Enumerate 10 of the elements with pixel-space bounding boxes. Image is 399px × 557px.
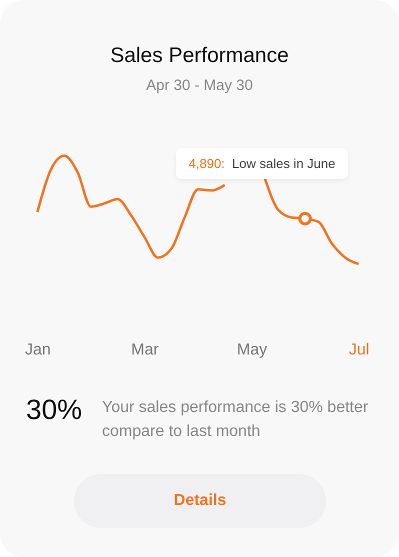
text: Your sales performance is 30% better compare to last month	[102, 398, 370, 442]
chart-subtitle: Apr 30 - May 30	[145, 77, 254, 94]
x-tick-label: Jul	[348, 342, 370, 358]
chart-title: Sales Performance	[109, 44, 290, 68]
x-tick-label: Mar	[131, 342, 160, 358]
x-tick-label: Jan	[24, 342, 51, 358]
annotation: 4,890: Low sales in June	[188, 156, 336, 171]
text: 30%	[26, 394, 82, 426]
x-tick-label: May	[236, 342, 268, 358]
text: Details	[74, 474, 326, 528]
